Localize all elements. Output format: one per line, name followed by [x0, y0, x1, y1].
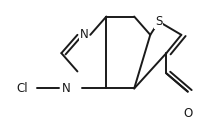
Text: N: N	[79, 28, 88, 41]
Text: O: O	[183, 107, 192, 120]
Text: Cl: Cl	[16, 82, 28, 95]
Text: S: S	[155, 15, 163, 28]
Text: N: N	[62, 82, 71, 95]
